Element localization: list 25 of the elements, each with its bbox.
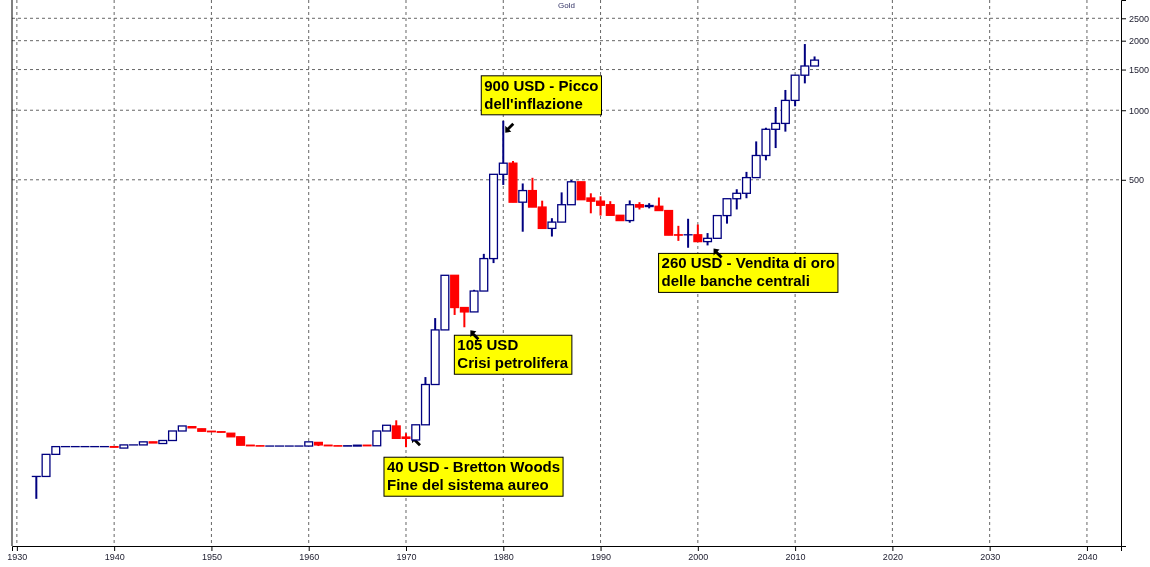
chart-title: Gold: [558, 1, 575, 10]
x-tick-label: 1950: [201, 552, 222, 563]
annotation: 900 USD - Picco dell'inflazione: [484, 76, 599, 112]
x-tick-label: 1930: [7, 552, 28, 563]
annotation: 105 USD Crisi petrolifera: [457, 336, 569, 372]
x-tick-label: 1940: [104, 552, 125, 563]
x-tick-label: 1990: [591, 552, 612, 563]
x-tick-label: 2010: [785, 552, 806, 563]
x-tick-label: 1980: [493, 552, 514, 563]
x-tick-label: 2020: [882, 552, 903, 563]
candlestick: [518, 182, 528, 233]
annotation: 260 USD - Vendita di oro delle banche centrali: [661, 254, 835, 290]
y-tick-label: 1500: [1129, 64, 1150, 75]
y-tick-label: 500: [1129, 175, 1145, 186]
x-tick-label: 2030: [980, 552, 1001, 563]
x-tick-label: 2040: [1077, 552, 1098, 563]
annotation: 40 USD - Bretton Woods Fine del sistema aureo: [386, 458, 561, 494]
x-tick-label: 1970: [396, 552, 417, 563]
y-tick-label: 1000: [1129, 105, 1150, 116]
candlestick: [625, 199, 635, 224]
y-tick-label: 2000: [1129, 36, 1150, 47]
x-tick-label: 1960: [299, 552, 320, 563]
y-tick-label: 2500: [1129, 13, 1150, 24]
candlestick: [683, 217, 693, 249]
x-tick-label: 2000: [688, 552, 709, 563]
